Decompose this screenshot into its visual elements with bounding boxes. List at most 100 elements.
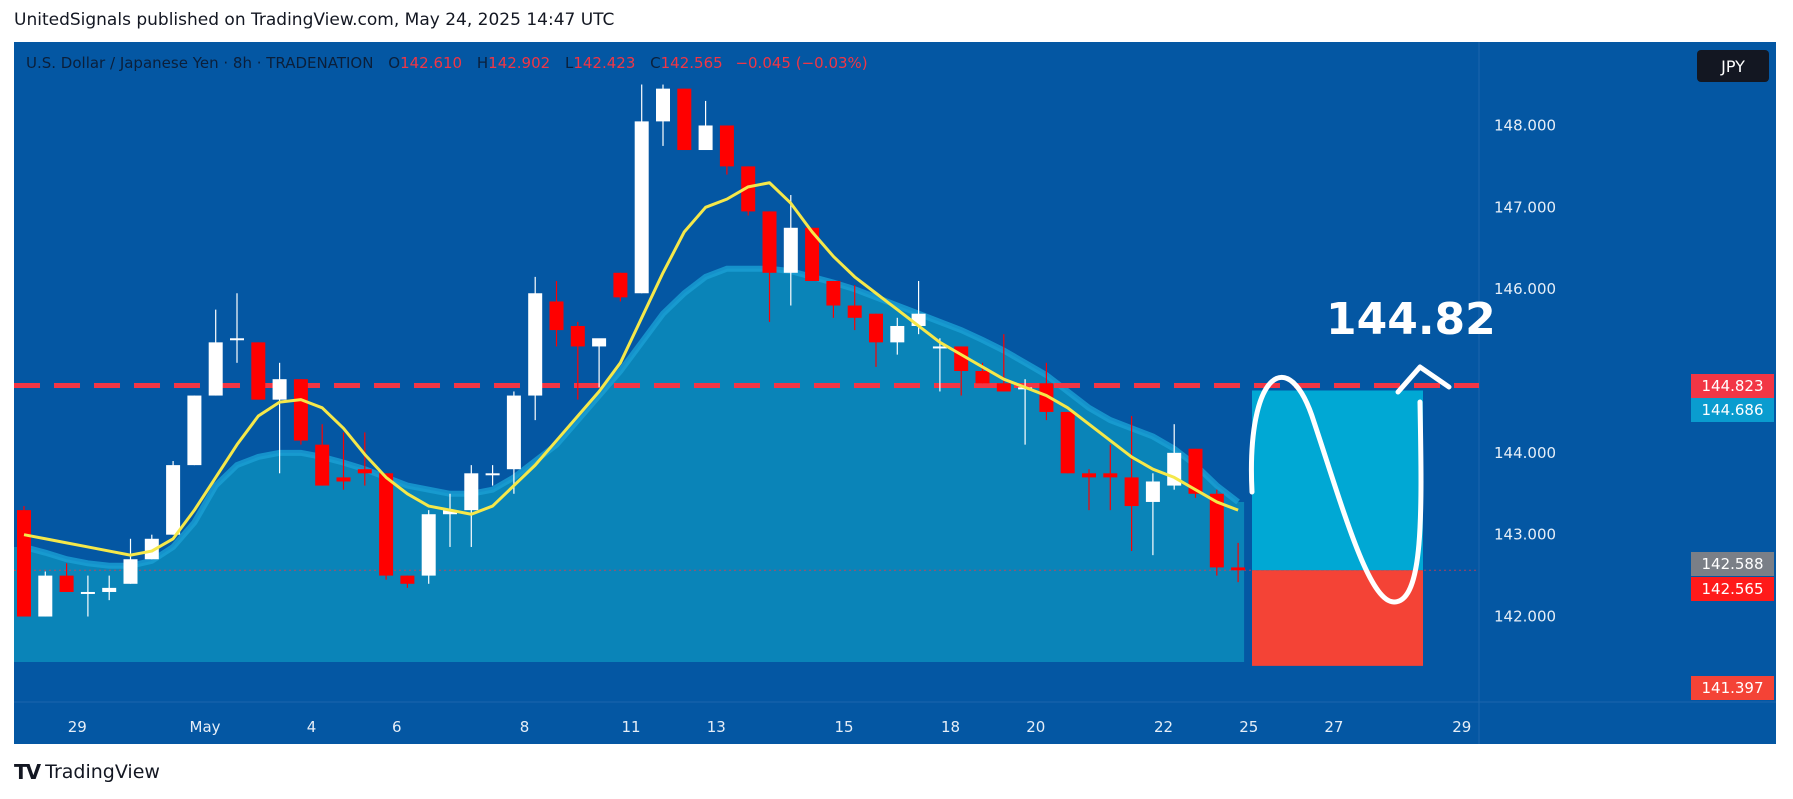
x-tick-label: 18 (941, 718, 960, 736)
candle-body (592, 338, 607, 347)
candle-body (783, 227, 798, 273)
candle-body (1103, 473, 1118, 478)
open-value: 142.610 (400, 54, 463, 72)
candle-body (1124, 477, 1139, 507)
high-value: 142.902 (488, 54, 551, 72)
low-label: L (564, 54, 574, 72)
candle-body (805, 227, 820, 281)
candle-body (698, 125, 713, 151)
candle-body (826, 280, 841, 306)
close-value: 142.565 (660, 54, 723, 72)
candle-body (144, 538, 159, 560)
symbol-name: U.S. Dollar / Japanese Yen · 8h · TRADEN… (26, 54, 374, 72)
close-label: C (650, 54, 661, 72)
x-tick-label: 15 (835, 718, 854, 736)
candle-body (187, 395, 202, 466)
candle-body (421, 514, 436, 576)
loss-zone-box (1252, 570, 1423, 666)
last-price-tag: 142.565 (1691, 577, 1774, 601)
symbol-legend: U.S. Dollar / Japanese Yen · 8h · TRADEN… (26, 54, 868, 72)
candle-body (464, 473, 479, 511)
footer-brand: TV TradingView (14, 760, 160, 784)
y-tick-label: 143.000 (1494, 526, 1556, 544)
y-tick-label: 148.000 (1494, 116, 1556, 134)
candle-body (166, 465, 181, 535)
candle-body (1209, 493, 1224, 568)
x-tick-label: 13 (707, 718, 726, 736)
candle-body (634, 121, 649, 294)
candle-body (549, 301, 564, 331)
candle-body (17, 510, 31, 617)
low-value: 142.423 (573, 54, 636, 72)
high-label: H (476, 54, 489, 72)
x-tick-label: May (190, 718, 221, 736)
price-chart[interactable]: 142.000 143.000 144.000 146.000 147.000 148.0… (14, 42, 1776, 744)
candle-body (975, 371, 990, 384)
candle-body (251, 342, 266, 400)
candle-body (869, 313, 883, 343)
candle-body (1082, 473, 1096, 478)
candle-body (272, 379, 287, 400)
candle-body (570, 325, 585, 347)
candle-body (293, 379, 308, 441)
tradingview-logo-icon: TV (14, 760, 41, 784)
candle-body (1188, 448, 1203, 494)
candle-body (102, 587, 117, 592)
x-tick-label: 20 (1026, 718, 1045, 736)
candle-body (80, 591, 95, 594)
candle-body (996, 383, 1011, 392)
candle-body (528, 293, 543, 396)
candle-body (719, 125, 734, 167)
cloud-area (14, 268, 1245, 662)
y-tick-label: 144.000 (1494, 444, 1556, 462)
candle-body (38, 575, 53, 617)
candle-body (443, 510, 457, 515)
chart-frame[interactable]: 142.000 143.000 144.000 146.000 147.000 148.0… (14, 42, 1776, 744)
ma-price-tag: 144.686 (1691, 398, 1774, 422)
candle-body (656, 88, 670, 122)
candle-body (379, 473, 394, 576)
projection-arrowhead-icon (1395, 364, 1452, 395)
stop-price-tag: 141.397 (1691, 676, 1774, 700)
currency-button[interactable]: JPY (1697, 50, 1769, 82)
x-tick-label: 25 (1239, 718, 1258, 736)
candle-body (336, 477, 351, 482)
gray-price-tag: 142.588 (1691, 552, 1774, 576)
target-annotation-text: 144.82 (1326, 294, 1496, 345)
candle-body (677, 88, 692, 151)
candle-body (932, 346, 947, 349)
publisher-header: UnitedSignals published on TradingView.c… (14, 10, 615, 30)
candle-body (208, 342, 223, 396)
candle-body (890, 325, 905, 343)
candle-body (400, 575, 415, 584)
y-tick-label: 147.000 (1494, 198, 1556, 216)
candle-body (357, 469, 372, 474)
candle-body (1060, 411, 1075, 474)
y-tick-label: 142.000 (1494, 608, 1556, 626)
brand-name: TradingView (45, 761, 160, 783)
candle-body (1039, 383, 1054, 412)
profit-zone-box (1252, 390, 1423, 571)
cloud-edge (23, 265, 1240, 569)
candle-body (613, 272, 628, 298)
x-tick-label: 29 (68, 718, 87, 736)
candle-body (847, 305, 862, 318)
candle-body (123, 559, 138, 584)
change-value: −0.045 (−0.03%) (735, 54, 868, 72)
x-tick-label: 8 (520, 718, 530, 736)
open-label: O (388, 54, 401, 72)
x-tick-label: 6 (392, 718, 402, 736)
x-tick-label: 29 (1452, 718, 1471, 736)
projection-curve (1248, 375, 1424, 605)
candle-body (1231, 567, 1246, 571)
candle-body (485, 473, 500, 476)
candle-body (315, 444, 330, 486)
moving-average-line (23, 181, 1239, 557)
y-tick-label: 146.000 (1494, 280, 1556, 298)
candle-body (506, 395, 521, 470)
x-tick-label: 4 (307, 718, 317, 736)
candle-body (230, 338, 244, 341)
x-tick-label: 22 (1154, 718, 1173, 736)
candle-body (59, 575, 74, 592)
candle-body (1145, 481, 1160, 502)
